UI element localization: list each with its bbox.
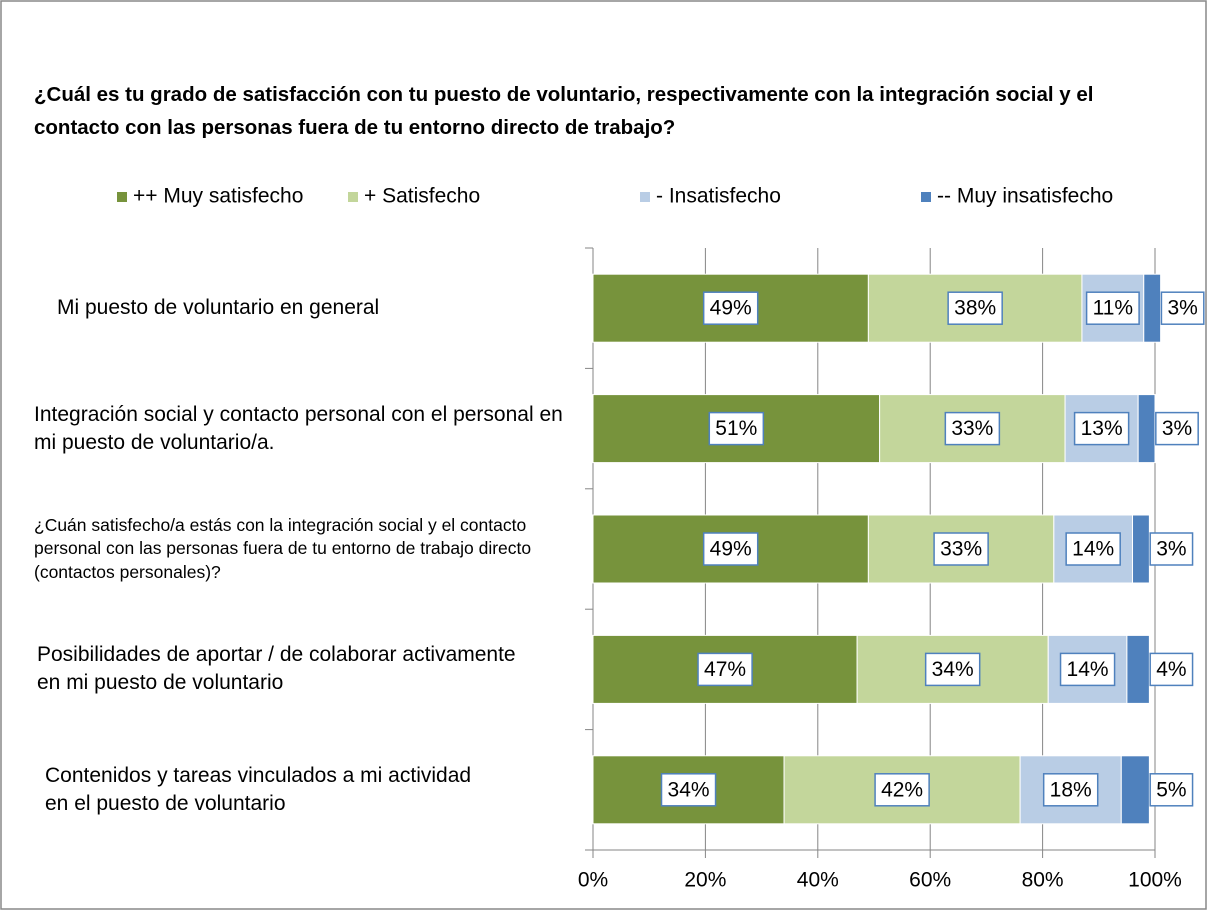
category-label: ¿Cuán satisfecho/a estás con la integrac… [34, 515, 532, 582]
legend-label: - Insatisfecho [656, 185, 781, 208]
data-label-box [933, 532, 989, 566]
data-label: 5% [1156, 778, 1186, 801]
x-tick-label: 100% [1128, 869, 1182, 892]
category-label: Integración social y contacto personal c… [34, 402, 563, 454]
data-label: 33% [940, 538, 982, 561]
data-label-box [697, 652, 753, 687]
data-label: 3% [1167, 297, 1197, 320]
category-label: Contenidos y tareas vinculados a mi acti… [45, 763, 472, 815]
data-label-box [1149, 652, 1194, 687]
data-label-box [702, 532, 759, 566]
data-label: 38% [954, 297, 996, 320]
legend-marker [640, 192, 650, 202]
x-tick-label: 20% [684, 869, 726, 892]
data-label: 33% [951, 417, 993, 440]
data-label-box [1160, 291, 1205, 325]
data-label-box [1085, 291, 1140, 325]
data-label-box [1149, 532, 1194, 566]
data-label-box [1059, 652, 1116, 687]
legend-marker [921, 192, 931, 202]
data-label-box [1073, 411, 1130, 446]
x-tick-label: 80% [1022, 869, 1064, 892]
bar-segment [1143, 273, 1162, 343]
data-label: 49% [710, 538, 752, 561]
legend-label: -- Muy insatisfecho [937, 185, 1113, 208]
data-label: 47% [704, 658, 746, 681]
data-label: 14% [1067, 658, 1109, 681]
data-label-box [924, 652, 981, 687]
legend-marker [348, 192, 358, 202]
bar-segment [1126, 634, 1150, 704]
data-label-box [1149, 773, 1194, 807]
bar-segment [1137, 394, 1156, 464]
data-label: 14% [1072, 538, 1114, 561]
data-label: 13% [1081, 417, 1123, 440]
data-label-box [660, 773, 717, 807]
data-label: 49% [710, 297, 752, 320]
data-label: 51% [715, 417, 757, 440]
bar-segment [867, 514, 1055, 584]
data-label: 42% [881, 778, 923, 801]
data-label-box [1042, 773, 1099, 807]
data-label: 11% [1093, 297, 1133, 320]
data-label-box [947, 291, 1003, 325]
x-tick-label: 40% [797, 869, 839, 892]
data-label-box [944, 411, 1001, 446]
bar-segment [1132, 514, 1150, 584]
data-label: 3% [1162, 417, 1192, 440]
bar-segment [592, 514, 869, 584]
category-label: Posibilidades de aportar / de colaborar … [37, 643, 516, 695]
data-label-box [874, 773, 930, 807]
data-label-box [1155, 411, 1199, 446]
legend-label: ++ Muy satisfecho [133, 185, 303, 208]
legend-label: + Satisfecho [364, 185, 480, 208]
data-label-box [702, 291, 759, 325]
data-label-box [708, 411, 765, 446]
chart-title: ¿Cuál es tu grado de satisfacción con tu… [34, 83, 1094, 139]
data-label: 3% [1156, 538, 1186, 561]
data-label: 4% [1156, 658, 1186, 681]
category-label: Mi puesto de voluntario en general [57, 296, 380, 320]
data-label-box [1065, 532, 1121, 566]
data-label: 34% [668, 778, 710, 801]
x-tick-label: 0% [578, 869, 608, 892]
x-tick-label: 60% [909, 869, 951, 892]
bar-segment [1120, 755, 1150, 825]
legend-marker [117, 192, 127, 202]
data-label: 18% [1050, 778, 1092, 801]
data-label: 34% [932, 658, 974, 681]
